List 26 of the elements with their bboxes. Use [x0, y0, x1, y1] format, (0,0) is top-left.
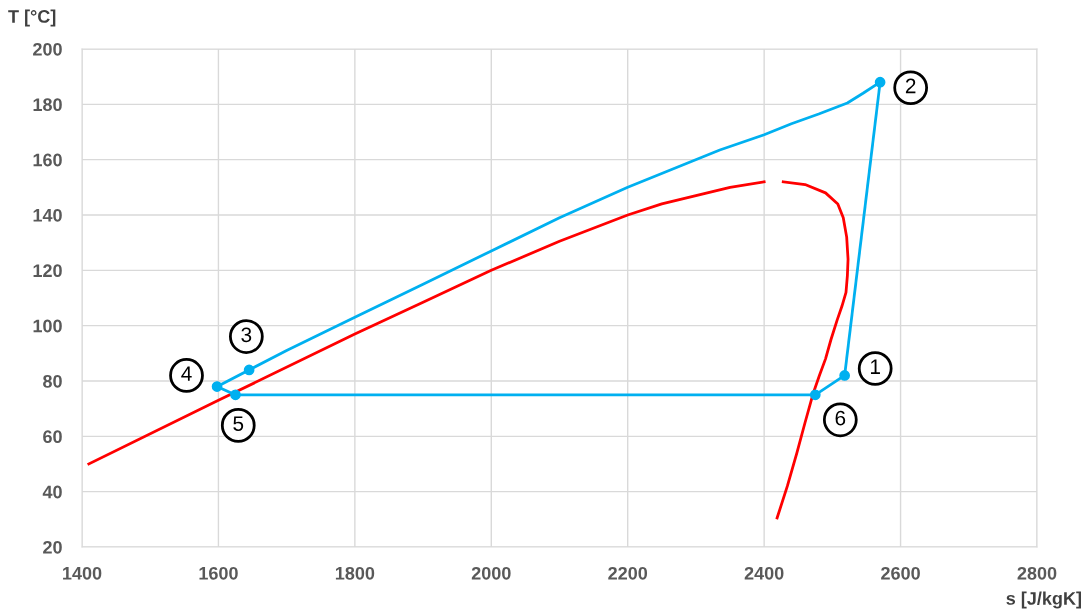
- y-tick-label: 60: [43, 430, 62, 444]
- x-tick-label: 2800: [1017, 566, 1057, 580]
- annotation: 6: [835, 410, 846, 426]
- y-tick-label: 160: [33, 153, 62, 167]
- annotation: 1: [870, 359, 880, 374]
- x-tick-label: 2200: [608, 566, 648, 580]
- y-tick-label: 80: [43, 374, 62, 388]
- x-axis-title: s [J/kgK]: [1006, 591, 1081, 609]
- x-tick-label: 1400: [63, 566, 102, 580]
- x-tick-label: 1600: [199, 566, 238, 580]
- y-tick-label: 180: [33, 98, 62, 112]
- annotation: 5: [233, 416, 244, 431]
- y-tick-label: 20: [43, 540, 62, 554]
- x-tick-label: 2000: [471, 566, 511, 580]
- x-tick-label: 2600: [881, 566, 920, 580]
- y-tick-label: 200: [33, 42, 62, 56]
- y-tick-label: 120: [33, 264, 62, 278]
- y-tick-label: 40: [42, 485, 62, 499]
- x-tick-label: 2400: [744, 566, 784, 580]
- y-tick-label: 100: [33, 319, 62, 333]
- y-axis-title: T [°C]: [8, 9, 56, 27]
- x-tick-label: 1800: [335, 566, 375, 580]
- annotation: 3: [241, 327, 252, 343]
- y-tick-label: 140: [33, 208, 62, 222]
- annotation: 2: [905, 78, 916, 94]
- annotation: 4: [181, 366, 192, 381]
